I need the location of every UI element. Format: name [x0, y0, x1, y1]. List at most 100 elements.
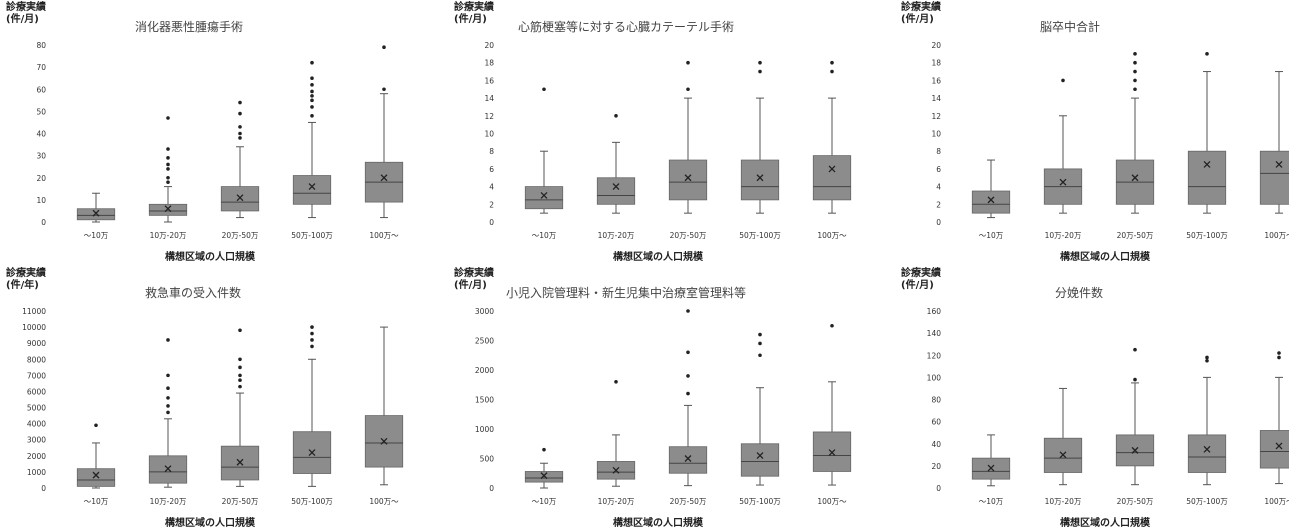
x-tick-label: 100万～ [817, 231, 847, 240]
outlier-point [166, 396, 170, 400]
y-tick-label: 4 [936, 183, 941, 192]
x-tick-label: 20万-50万 [222, 231, 259, 240]
y-tick-label: 0 [489, 218, 494, 227]
box [1259, 150, 1289, 205]
y-tick-label: 1000 [475, 425, 494, 434]
x-tick-label: 50万-100万 [291, 497, 333, 506]
chart-svg: 0 1000 2000 3000 4000 5000 6000 7000 8000 9000 100… [22, 307, 404, 506]
box [596, 177, 636, 205]
chart-title: 救急車の受入件数 [145, 286, 242, 300]
outlier-point [238, 328, 242, 333]
x-tick-label: 100万～ [1264, 497, 1289, 506]
y-tick-label: 80 [36, 41, 46, 50]
box [812, 155, 852, 201]
y-tick-label: 16 [484, 76, 494, 85]
y-tick-label: 50 [36, 107, 46, 116]
outlier-point [1205, 52, 1209, 56]
y-tick-label: 10 [484, 130, 494, 139]
outlier-point [238, 384, 242, 389]
mean-marker [92, 209, 100, 217]
x-tick-label: 50万-100万 [739, 497, 781, 506]
outlier-point [166, 162, 170, 167]
mean-marker [380, 174, 388, 182]
outlier-point [310, 114, 314, 118]
y-tick-label: 1000 [27, 468, 46, 477]
y-tick-label: 2000 [475, 366, 494, 375]
mean-marker [828, 449, 836, 457]
y-tick-label: 8 [936, 147, 941, 156]
chart-svg: 0 20 40 60 80 100 120 140 160 ～10万 10万-20万 20万-50万 5… [927, 307, 1289, 506]
x-tick-label: 10万-20万 [1045, 231, 1082, 240]
mean-marker [308, 183, 316, 191]
outlier-point [238, 365, 242, 370]
box [740, 159, 780, 201]
chart-panel: 0 500 1000 1500 2000 2500 3000 ～10万 10万-20万 20万-5… [448, 266, 878, 531]
outlier-point [310, 83, 314, 87]
y-tick-label: 500 [480, 455, 495, 464]
mean-marker [987, 196, 995, 204]
outlier-point [1277, 355, 1281, 360]
mean-marker [1275, 161, 1283, 168]
outlier-point [1205, 355, 1209, 360]
x-tick-label: 100万～ [817, 497, 847, 506]
box [76, 208, 116, 221]
outlier-point [542, 447, 546, 452]
x-axis-label: 構想区域の人口規模 [613, 252, 703, 263]
mean-marker [1203, 445, 1211, 453]
y-tick-label: 2 [936, 200, 941, 209]
y-tick-label: 0 [936, 484, 941, 493]
outlier-point [686, 350, 690, 355]
outlier-point [758, 341, 762, 346]
outlier-point [382, 87, 386, 92]
chart-title: 小児入院管理料・新生児集中治療室管理料等 [506, 286, 747, 300]
x-tick-label: ～10万 [84, 497, 109, 506]
outlier-point [830, 69, 834, 74]
x-axis-label: 構想区域の人口規模 [613, 518, 703, 529]
y-tick-label: 8 [489, 147, 494, 156]
mean-marker [308, 449, 316, 457]
outlier-point [830, 323, 834, 328]
mean-marker [1059, 451, 1067, 459]
y-tick-label: 16 [931, 76, 941, 85]
outlier-point [238, 131, 242, 136]
x-tick-label: 10万-20万 [598, 497, 635, 506]
outlier-point [310, 89, 314, 94]
y-tick-label: 140 [927, 329, 942, 338]
y-tick-label: 20 [931, 41, 941, 50]
y-axis-label: 診療実績 (件/月) [6, 2, 46, 25]
y-tick-label: 18 [931, 59, 941, 68]
outlier-point [310, 94, 314, 98]
y-tick-label: 60 [36, 85, 46, 94]
outlier-point [614, 380, 618, 384]
outlier-point [758, 353, 762, 358]
y-tick-label: 8000 [27, 355, 46, 364]
mean-marker [92, 471, 100, 479]
mean-marker [164, 465, 172, 473]
y-tick-label: 60 [931, 418, 941, 427]
mean-marker [1203, 161, 1211, 168]
outlier-point [1133, 377, 1137, 382]
outlier-point [1133, 52, 1137, 56]
box [76, 468, 116, 487]
x-axis-label: 構想区域の人口規模 [165, 252, 255, 263]
y-tick-label: 12 [931, 112, 941, 121]
outlier-point [542, 87, 546, 92]
chart-title: 脳卒中合計 [1040, 20, 1101, 34]
y-axis-label: 診療実績 (件/月) [454, 268, 494, 291]
chart-svg: 0 2 4 6 8 10 12 14 16 18 20 ～10万 10万-20万 20万-50万 50万-1… [484, 41, 852, 240]
y-tick-label: 100 [927, 373, 942, 382]
outlier-point [310, 338, 314, 342]
x-tick-label: 100万～ [1264, 231, 1289, 240]
mean-marker [1059, 178, 1067, 186]
box [148, 203, 188, 216]
x-tick-label: 50万-100万 [1186, 231, 1228, 240]
mean-marker [380, 437, 388, 445]
x-axis-label: 構想区域の人口規模 [1060, 518, 1150, 529]
box [220, 445, 260, 481]
chart-title: 分娩件数 [1055, 286, 1104, 300]
outlier-point [310, 76, 314, 80]
chart-panel: 0 2 4 6 8 10 12 14 16 18 20 ～10万 10万-20万 20万-50万 50万-1… [895, 0, 1289, 265]
mean-marker [987, 464, 995, 472]
y-axis-label: 診療実績 (件/月) [901, 2, 941, 25]
outlier-point [238, 100, 242, 105]
